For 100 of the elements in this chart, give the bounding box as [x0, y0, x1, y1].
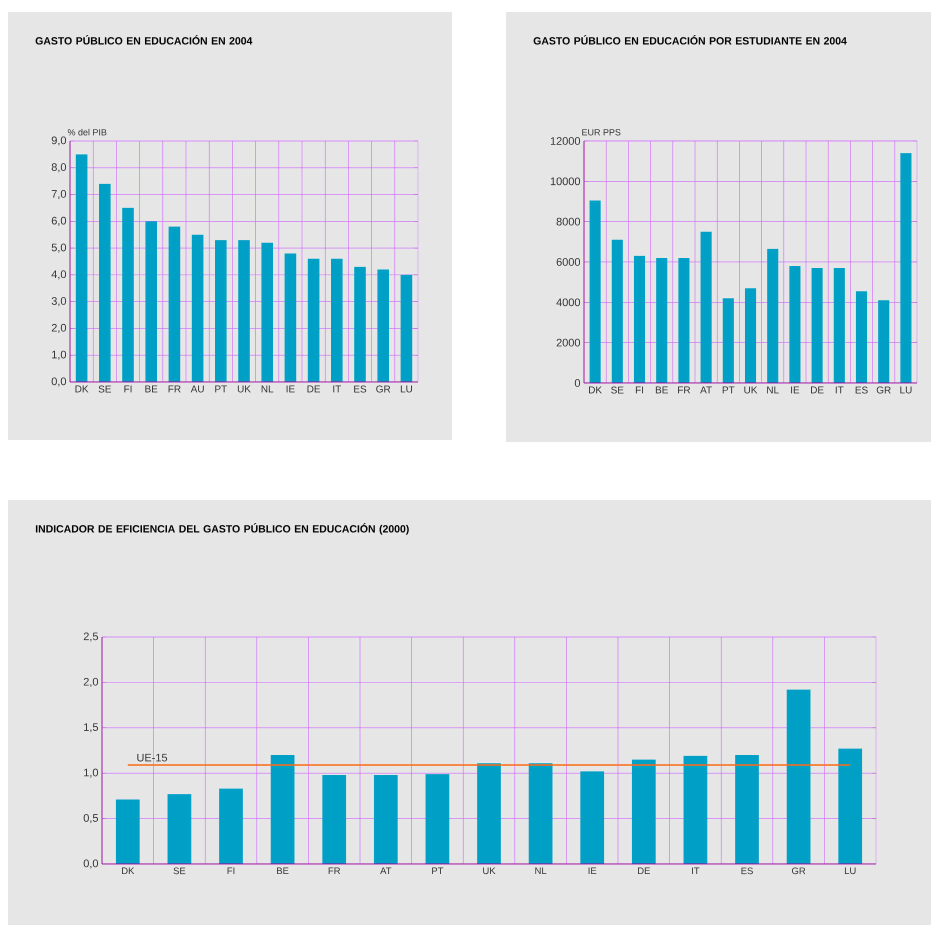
bar [812, 268, 823, 383]
bar [856, 291, 868, 383]
x-tick-label: UK [483, 868, 496, 874]
x-tick-label: AT [700, 386, 712, 394]
bar [116, 800, 140, 864]
x-tick-label: LU [400, 385, 412, 392]
x-tick-label: IE [791, 386, 800, 394]
y-tick-label: 8,0 [52, 163, 66, 172]
bar [767, 248, 778, 383]
bar [219, 788, 243, 864]
bar [612, 240, 623, 383]
x-tick-label: IE [286, 385, 295, 392]
x-tick-label: FR [328, 868, 340, 874]
bar [76, 154, 88, 382]
y-axis-title: % del PIB [68, 128, 106, 136]
bar [168, 226, 180, 382]
x-tick-label: DE [811, 386, 824, 394]
bar [634, 256, 646, 383]
bar [580, 771, 604, 864]
x-tick-label: GR [876, 386, 891, 394]
bar [426, 774, 450, 864]
y-tick-label: 8000 [556, 218, 580, 226]
y-tick-label: 5,0 [52, 244, 66, 253]
y-tick-label: 0,0 [52, 377, 66, 387]
bar [678, 258, 690, 383]
y-tick-label: 2,5 [84, 632, 98, 642]
y-tick-label: 7,0 [52, 190, 66, 200]
bar [215, 240, 227, 382]
y-tick-label: 2,0 [84, 678, 98, 687]
x-tick-label: SE [174, 868, 186, 874]
y-tick-label: 2000 [556, 338, 580, 347]
x-tick-label: BE [145, 385, 158, 392]
x-tick-label: PT [722, 386, 734, 394]
x-tick-label: FR [678, 386, 690, 394]
x-tick-label: SE [98, 386, 112, 393]
y-tick-label: 6000 [556, 258, 580, 266]
bar [744, 288, 756, 383]
x-tick-label: PT [432, 868, 444, 874]
bar [192, 234, 204, 382]
bar [145, 221, 158, 382]
bar [878, 300, 890, 383]
y-axis-title: EUR PPS [582, 129, 620, 136]
x-tick-label: GR [792, 868, 806, 874]
y-tick-label: 0,5 [84, 814, 98, 824]
y-tick-label: 2,0 [52, 324, 66, 333]
y-tick-label: 9,0 [52, 136, 66, 146]
x-tick-label: DE [638, 868, 650, 874]
x-tick-label: IT [836, 386, 844, 394]
x-tick-label: NL [535, 868, 546, 874]
x-tick-label: GR [376, 386, 390, 393]
x-tick-label: IT [333, 385, 342, 392]
x-tick-label: DK [122, 868, 134, 874]
y-tick-label: 6,0 [52, 216, 66, 226]
bar [656, 258, 668, 383]
bar [786, 690, 810, 864]
bar [322, 775, 346, 864]
bar [122, 208, 134, 382]
bar [168, 794, 192, 864]
y-tick-label: 4,0 [52, 270, 66, 280]
chart-title: INDICADOR DE EFICIENCIA DEL GASTO PÚBLICO EN EDUCACIÓN (2000) [36, 523, 409, 535]
y-tick-label: 1,5 [84, 723, 98, 732]
bar [284, 253, 296, 382]
bar [270, 755, 294, 864]
bar [838, 748, 862, 864]
x-tick-label: FI [124, 385, 132, 392]
bar [261, 242, 274, 382]
x-tick-label: FI [228, 868, 234, 874]
bar [238, 240, 250, 382]
x-tick-label: LU [844, 868, 856, 874]
x-tick-label: DE [308, 385, 320, 392]
y-tick-label: 10000 [550, 177, 580, 186]
x-tick-label: ES [354, 386, 366, 393]
bar [789, 266, 800, 383]
y-tick-label: 0,0 [84, 859, 98, 869]
x-tick-label: LU [900, 386, 912, 394]
bar [735, 755, 759, 864]
y-tick-label: 4000 [556, 298, 580, 306]
bar [331, 258, 343, 382]
bar [834, 268, 845, 383]
x-tick-label: DK [76, 385, 88, 392]
x-tick-label: BE [656, 386, 668, 394]
x-tick-label: UK [238, 385, 251, 392]
bar [700, 232, 712, 383]
x-tick-label: FI [636, 386, 644, 394]
chart-title: GASTO PÚBLICO EN EDUCACIÓN POR ESTUDIANTE EN 2004 [534, 35, 847, 45]
x-tick-label: IT [692, 868, 700, 874]
x-tick-label: UK [744, 386, 758, 394]
bar [400, 274, 412, 382]
x-tick-label: AU [190, 385, 204, 392]
y-tick-label: 0 [574, 379, 580, 387]
x-tick-label: FR [168, 385, 181, 392]
bar [374, 775, 398, 864]
x-tick-label: PT [215, 385, 227, 392]
x-tick-label: ES [856, 386, 868, 394]
bar [722, 298, 734, 383]
x-tick-label: SE [611, 386, 624, 394]
bar [308, 258, 320, 382]
bar [99, 184, 111, 382]
x-tick-label: DK [589, 386, 602, 394]
x-tick-label: NL [262, 385, 274, 392]
